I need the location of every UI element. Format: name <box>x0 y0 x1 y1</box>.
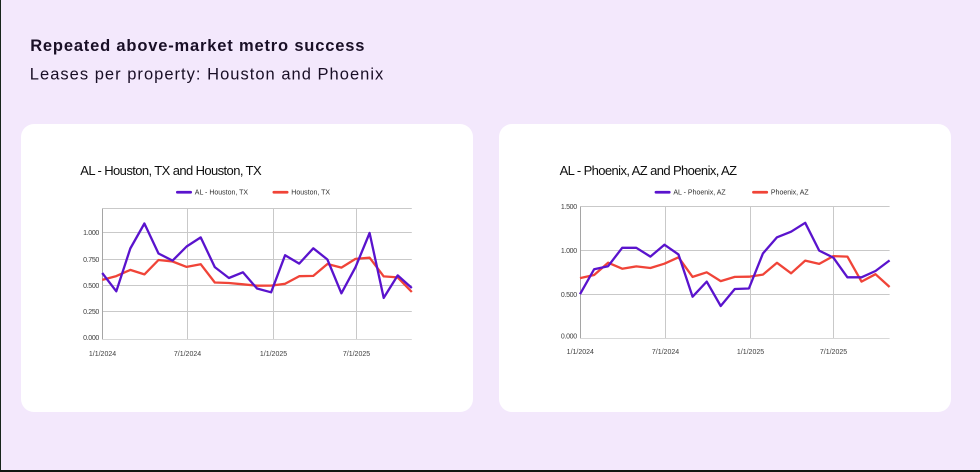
svg-text:Repeated above-market metro su: Repeated above-market metro success <box>30 37 365 55</box>
svg-text:1.000: 1.000 <box>83 230 99 237</box>
svg-text:1/1/2024: 1/1/2024 <box>567 349 594 356</box>
svg-text:7/1/2025: 7/1/2025 <box>820 349 847 356</box>
svg-text:0.000: 0.000 <box>561 333 577 340</box>
svg-text:0.250: 0.250 <box>83 309 99 316</box>
svg-text:1/1/2024: 1/1/2024 <box>89 351 116 358</box>
svg-text:Phoenix, AZ: Phoenix, AZ <box>771 190 809 197</box>
svg-text:AL - Houston, TX: AL - Houston, TX <box>195 190 249 197</box>
svg-text:0.000: 0.000 <box>83 335 99 342</box>
svg-text:AL - Houston, TX and Houston,: AL - Houston, TX and Houston, TX <box>80 163 262 178</box>
svg-text:0.500: 0.500 <box>83 283 99 290</box>
svg-text:AL - Phoenix, AZ: AL - Phoenix, AZ <box>673 190 726 197</box>
svg-text:Houston, TX: Houston, TX <box>291 190 330 197</box>
svg-text:0.750: 0.750 <box>83 257 99 264</box>
svg-text:AL - Phoenix, AZ and Phoenix,: AL - Phoenix, AZ and Phoenix, AZ <box>560 163 738 178</box>
svg-text:7/1/2024: 7/1/2024 <box>652 349 679 356</box>
svg-text:0.500: 0.500 <box>561 292 577 299</box>
svg-text:1/1/2025: 1/1/2025 <box>260 351 287 358</box>
svg-text:7/1/2024: 7/1/2024 <box>174 351 201 358</box>
svg-text:1/1/2025: 1/1/2025 <box>737 349 764 356</box>
svg-text:7/1/2025: 7/1/2025 <box>343 351 370 358</box>
svg-text:1.000: 1.000 <box>561 248 577 255</box>
svg-text:1.500: 1.500 <box>561 204 577 211</box>
svg-text:Leases per property: Houston a: Leases per property: Houston and Phoenix <box>30 66 385 84</box>
